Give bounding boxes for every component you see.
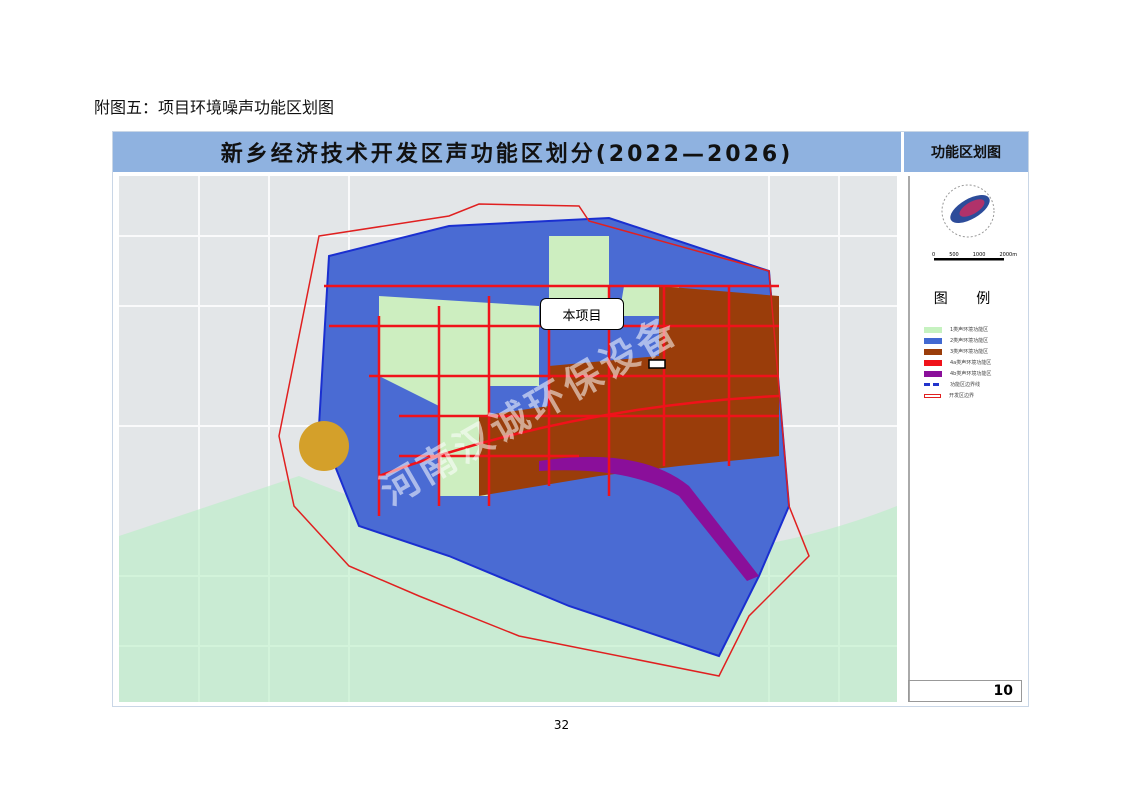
legend-panel: 0 500 1000 2000m 图 例 1类声环境功能区 2类声环境功能区 3…: [908, 176, 1026, 702]
legend-item: 1类声环境功能区: [924, 326, 988, 333]
legend-title: 图 例: [933, 291, 1003, 307]
legend-item: 4a类声环境功能区: [924, 359, 991, 366]
scale-label: 1000: [972, 252, 986, 258]
scale-label: 2000m: [999, 252, 1018, 258]
scale-label: 0: [932, 252, 936, 258]
page-number: 32: [553, 718, 570, 732]
figure-caption: 附图五：项目环境噪声功能区划图: [94, 98, 335, 117]
sheet-number: 10: [908, 680, 1022, 702]
scale-bar: [934, 258, 1004, 261]
legend-item: 2类声环境功能区: [924, 337, 988, 344]
zone-class-1b: [549, 236, 679, 316]
zoning-map: [119, 176, 897, 702]
legend-item: 3类声环境功能区: [924, 348, 988, 355]
project-callout: 本项目: [540, 298, 624, 330]
side-title: 功能区划图: [904, 132, 1028, 172]
development-boundary: [278, 203, 810, 677]
special-zone: [299, 421, 349, 471]
zone-class-4b: [539, 456, 759, 581]
map-title: 新乡经济技术开发区声功能区划分(2022—2026): [113, 132, 901, 172]
legend-item: 4b类声环境功能区: [924, 370, 991, 377]
zone-class-3: [479, 286, 779, 496]
map-drawing: [119, 176, 897, 702]
legend-item: 功能区边界线: [924, 381, 980, 388]
scale-label: 500: [949, 252, 959, 258]
map-frame: 新乡经济技术开发区声功能区划分(2022—2026) 功能区划图: [112, 131, 1029, 707]
legend-item: 开发区边界: [924, 392, 974, 399]
zone-class-1: [379, 296, 539, 496]
location-inset: [934, 184, 1004, 261]
project-location-marker: [648, 359, 666, 369]
